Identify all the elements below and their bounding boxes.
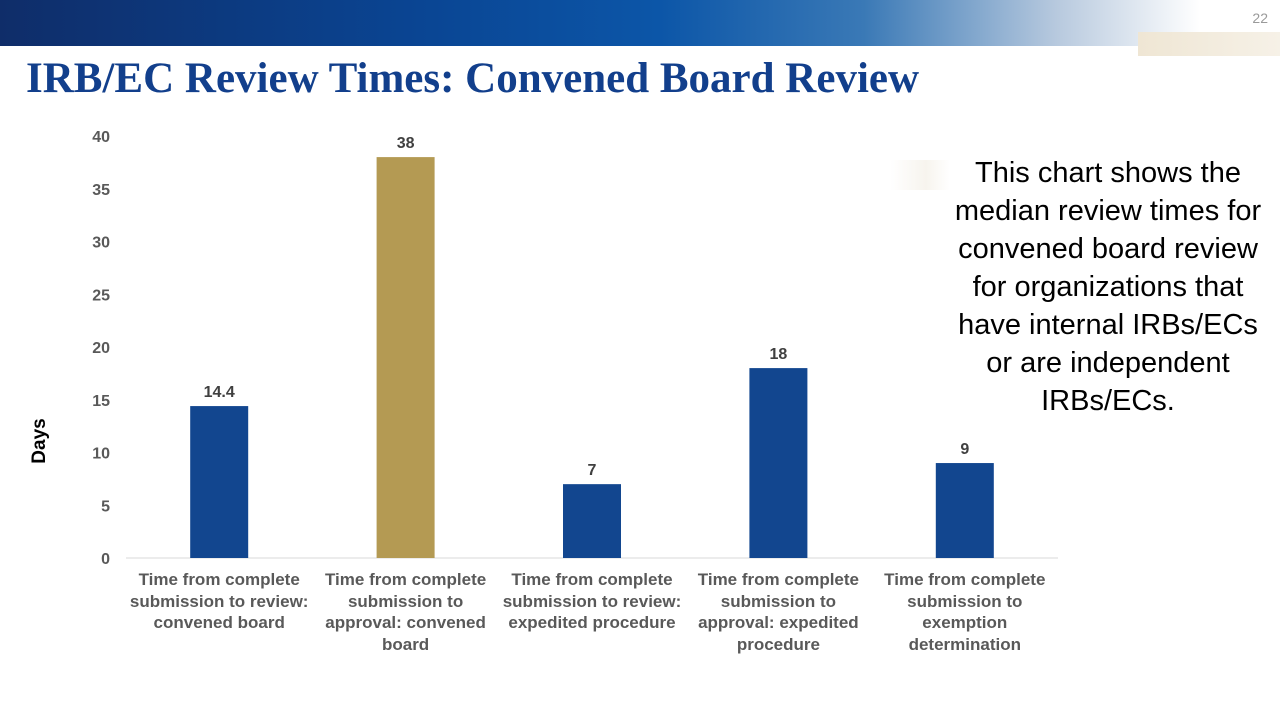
data-label-2: 7 bbox=[588, 462, 597, 479]
y-tick-label-5: 25 bbox=[92, 287, 110, 304]
y-tick-label-7: 35 bbox=[92, 182, 110, 199]
y-tick-label-2: 10 bbox=[92, 446, 110, 463]
x-tick-label-0: Time from complete submission to review:… bbox=[129, 570, 309, 632]
data-label-0: 14.4 bbox=[204, 384, 235, 401]
bar-chart: 0 5 10 15 20 25 30 35 40 14.4 38 7 18 9 Days Time fro… bbox=[0, 110, 1080, 690]
slide-number: 22 bbox=[1252, 10, 1268, 26]
data-label-4: 9 bbox=[960, 441, 969, 458]
bar-0 bbox=[190, 406, 249, 558]
y-axis-label: Days bbox=[29, 418, 50, 464]
slide-title: IRB/EC Review Times: Convened Board Revi… bbox=[26, 55, 920, 102]
y-tick-label-1: 5 bbox=[101, 498, 110, 515]
x-tick-label-1: Time from complete submission to approva… bbox=[324, 570, 487, 654]
data-label-1: 38 bbox=[397, 135, 415, 152]
note-decoration bbox=[890, 160, 950, 190]
x-tick-label-4: Time from complete submission to exempti… bbox=[884, 570, 1046, 654]
y-tick-label-6: 30 bbox=[92, 235, 110, 252]
header-corner-tab bbox=[1138, 32, 1280, 56]
chart-description: This chart shows the median review times… bbox=[954, 157, 1262, 417]
y-tick-label-0: 0 bbox=[101, 551, 110, 568]
bar-4 bbox=[935, 463, 994, 558]
header-gradient-band bbox=[0, 0, 1200, 46]
x-tick-label-3: Time from complete submission to approva… bbox=[697, 570, 859, 654]
data-label-3: 18 bbox=[770, 346, 788, 363]
y-tick-label-4: 20 bbox=[92, 340, 110, 357]
chart-canvas: 0 5 10 15 20 25 30 35 40 14.4 38 7 18 9 bbox=[92, 129, 1058, 568]
y-tick-label-8: 40 bbox=[92, 129, 110, 146]
x-tick-label-2: Time from complete submission to review:… bbox=[502, 570, 682, 632]
y-tick-label-3: 15 bbox=[92, 393, 110, 410]
bar-3 bbox=[749, 368, 808, 558]
bar-1 bbox=[376, 157, 435, 558]
bar-2 bbox=[563, 484, 621, 558]
